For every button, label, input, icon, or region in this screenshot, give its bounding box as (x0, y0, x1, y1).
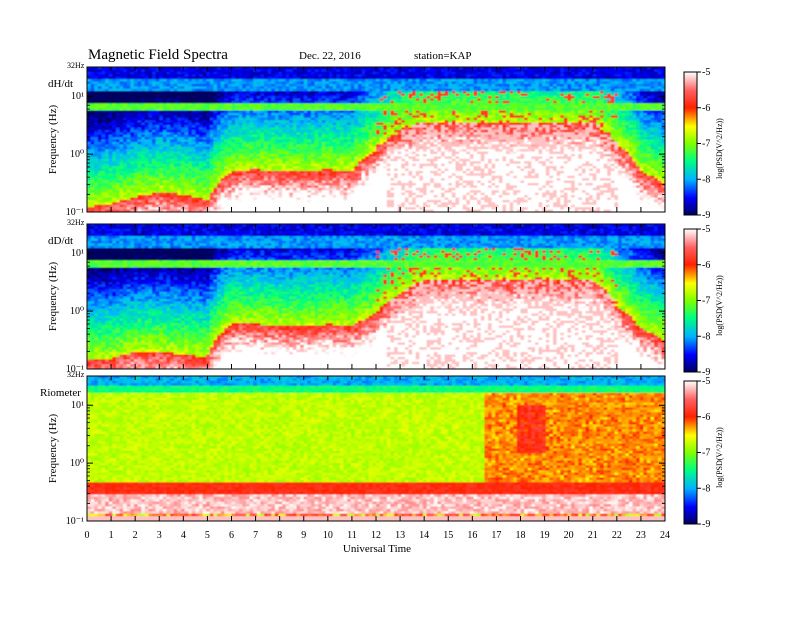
station-label: station=KAP (414, 50, 472, 62)
y-axis-label: Frequency (Hz) (47, 414, 59, 484)
colorbar-tick-label: -8 (702, 483, 710, 494)
colorbar-tick-label: -9 (702, 210, 710, 221)
colorbar-tick-label: -9 (702, 519, 710, 530)
x-tick-label: 1 (109, 530, 114, 541)
colorbar-tick-label: -5 (702, 376, 710, 387)
x-tick-label: 0 (85, 530, 90, 541)
x-axis-label: Universal Time (343, 543, 411, 555)
x-tick-label: 20 (564, 530, 574, 541)
y-tick-label: 10⁻¹ (66, 207, 84, 218)
x-tick-label: 13 (395, 530, 405, 541)
spectrogram-image (87, 376, 665, 521)
x-tick-label: 2 (133, 530, 138, 541)
panel-label: dD/dt (48, 235, 73, 247)
colorbar-tick-label: -5 (702, 224, 710, 235)
y-tick-label: 10⁻¹ (66, 516, 84, 527)
top-frequency-label: 32Hz (67, 370, 85, 379)
x-tick-label: 22 (612, 530, 622, 541)
x-tick-label: 16 (467, 530, 477, 541)
spectrogram-panels: dH/dt 32Hz 10¹ 10⁰ 10⁻¹ Frequency (Hz) -5 -6 -7 -… (40, 61, 724, 530)
top-frequency-label: 32Hz (67, 218, 85, 227)
y-tick-label: 10⁰ (70, 306, 84, 317)
colorbar-tick-label: -8 (702, 174, 710, 185)
colorbar-tick-label: -6 (702, 103, 710, 114)
x-tick-label: 4 (181, 530, 186, 541)
y-tick-label: 10¹ (71, 248, 84, 259)
x-tick-label: 15 (443, 530, 453, 541)
colorbar-label: log(PSD(V^2/Hz)) (715, 427, 724, 488)
x-tick-label: 8 (277, 530, 282, 541)
top-frequency-label: 32Hz (67, 61, 85, 70)
panel-label: Riometer (40, 387, 81, 399)
spectrogram-panel: dH/dt 32Hz 10¹ 10⁰ 10⁻¹ Frequency (Hz) -5 -6 -7 -… (47, 61, 724, 221)
colorbar-tick-label: -6 (702, 412, 710, 423)
x-tick-label: 17 (491, 530, 501, 541)
y-tick-label: 10¹ (71, 91, 84, 102)
y-tick-label: 10⁰ (70, 149, 84, 160)
colorbar (684, 381, 697, 524)
colorbar-label: log(PSD(V^2/Hz)) (715, 118, 724, 179)
x-tick-label: 3 (157, 530, 162, 541)
x-tick-label: 6 (229, 530, 234, 541)
colorbar-tick-label: -7 (702, 296, 710, 307)
colorbar-label: log(PSD(V^2/Hz)) (715, 275, 724, 336)
colorbar (684, 72, 697, 215)
colorbar-tick-label: -6 (702, 260, 710, 271)
x-tick-label: 23 (636, 530, 646, 541)
x-tick-label: 18 (516, 530, 526, 541)
date-label: Dec. 22, 2016 (299, 50, 361, 62)
x-tick-label: 21 (588, 530, 598, 541)
spectrogram-image (87, 224, 665, 369)
x-tick-label: 5 (205, 530, 210, 541)
x-tick-label: 9 (301, 530, 306, 541)
colorbar-tick-label: -7 (702, 139, 710, 150)
x-tick-label: 19 (540, 530, 550, 541)
y-tick-label: 10⁰ (70, 458, 84, 469)
colorbar-tick-label: -5 (702, 67, 710, 78)
colorbar-tick-label: -8 (702, 331, 710, 342)
figure-title: Magnetic Field Spectra (88, 47, 228, 63)
panel-label: dH/dt (48, 78, 73, 90)
y-axis-label: Frequency (Hz) (47, 262, 59, 332)
y-axis-label: Frequency (Hz) (47, 105, 59, 175)
y-tick-label: 10¹ (71, 400, 84, 411)
spectrogram-panel: Riometer 32Hz 10¹ 10⁰ 10⁻¹ Frequency (Hz) -5 -6… (40, 370, 724, 530)
x-tick-label: 10 (323, 530, 333, 541)
x-tick-label: 11 (347, 530, 357, 541)
spectrogram-image (87, 67, 665, 212)
x-tick-label: 24 (660, 530, 670, 541)
colorbar-tick-label: -7 (702, 448, 710, 459)
x-tick-label: 7 (253, 530, 258, 541)
colorbar (684, 229, 697, 372)
x-tick-label: 12 (371, 530, 381, 541)
x-tick-label: 14 (419, 530, 429, 541)
